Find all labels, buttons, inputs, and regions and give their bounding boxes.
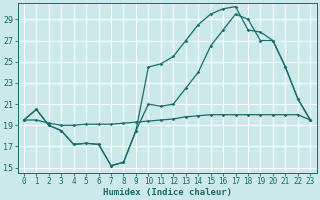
X-axis label: Humidex (Indice chaleur): Humidex (Indice chaleur) <box>103 188 232 197</box>
